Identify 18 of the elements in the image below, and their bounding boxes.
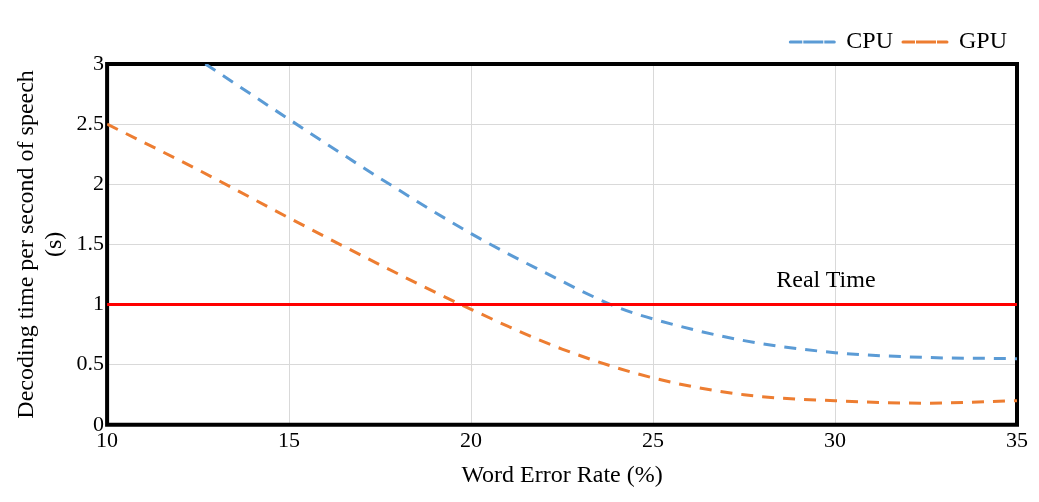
legend-label: GPU bbox=[958, 27, 1007, 54]
y-axis-title: Decoding time per second of speech (s) bbox=[11, 70, 67, 419]
x-tick-label: 30 bbox=[824, 426, 847, 452]
legend-label: CPU bbox=[846, 27, 893, 54]
x-tick-label: 35 bbox=[1006, 426, 1028, 452]
line-series bbox=[203, 64, 1017, 361]
x-axis-title: Word Error Rate (%) bbox=[461, 460, 663, 487]
y-tick-label: 1.5 bbox=[76, 230, 105, 256]
x-tick-label: 20 bbox=[460, 426, 483, 452]
y-tick-label: 0.5 bbox=[76, 350, 105, 376]
ref-line-label: Real Time bbox=[776, 265, 876, 292]
y-tick-label: 1 bbox=[93, 290, 105, 316]
line-series bbox=[107, 122, 1017, 405]
y-tick-label: 2 bbox=[93, 170, 105, 196]
x-tick-label: 15 bbox=[278, 426, 301, 452]
x-tick-label: 25 bbox=[642, 426, 665, 452]
y-tick-label: 2.5 bbox=[76, 109, 105, 135]
y-tick-label: 3 bbox=[93, 49, 105, 75]
